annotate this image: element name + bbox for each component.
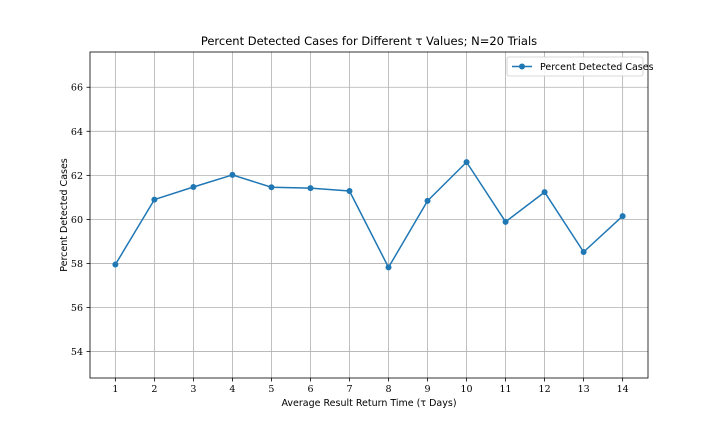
series-layer (112, 159, 626, 271)
data-point (112, 261, 119, 268)
chart-title: Percent Detected Cases for Different τ V… (201, 34, 537, 48)
data-point (541, 189, 548, 196)
legend-label: Percent Detected Cases (540, 62, 654, 73)
x-tick-label: 6 (307, 384, 313, 395)
y-tick-label: 54 (71, 347, 83, 358)
y-tick-label: 60 (71, 215, 83, 226)
x-tick-label: 9 (425, 384, 431, 395)
data-point (619, 213, 626, 220)
y-tick-label: 56 (71, 303, 83, 314)
grid (90, 52, 648, 378)
x-tick-label: 11 (500, 384, 512, 395)
legend: Percent Detected Cases (506, 56, 654, 77)
x-tick-label: 4 (229, 384, 235, 395)
data-point (385, 264, 392, 271)
data-point (346, 187, 353, 194)
series-line (114, 161, 624, 269)
y-tick-label: 58 (71, 259, 83, 270)
y-tick-label: 64 (71, 127, 83, 138)
data-point (580, 249, 587, 256)
legend-box (506, 56, 644, 77)
data-point (268, 184, 275, 191)
y-axis-label: Percent Detected Cases (59, 158, 70, 272)
y-tick-label: 62 (71, 171, 83, 182)
y-tick-label: 66 (71, 83, 83, 94)
data-point (229, 171, 236, 178)
legend-marker-swatch (519, 63, 525, 70)
x-tick-label: 1 (112, 384, 118, 395)
x-tick-label: 5 (268, 384, 274, 395)
data-point (151, 196, 158, 203)
data-point (424, 197, 431, 204)
data-point (307, 185, 314, 192)
x-tick-label: 12 (539, 384, 551, 395)
x-tick-label: 2 (151, 384, 157, 395)
plot-frame (89, 51, 649, 379)
x-tick-label: 10 (461, 384, 473, 395)
data-point (502, 218, 509, 225)
x-tick-label: 8 (385, 384, 391, 395)
data-point (463, 159, 470, 166)
x-tick-label: 14 (617, 384, 629, 395)
x-axis-label: Average Result Return Time (τ Days) (281, 398, 456, 409)
data-point (190, 184, 197, 191)
x-tick-label: 13 (578, 384, 590, 395)
x-tick-label: 7 (346, 384, 352, 395)
x-tick-label: 3 (190, 384, 196, 395)
